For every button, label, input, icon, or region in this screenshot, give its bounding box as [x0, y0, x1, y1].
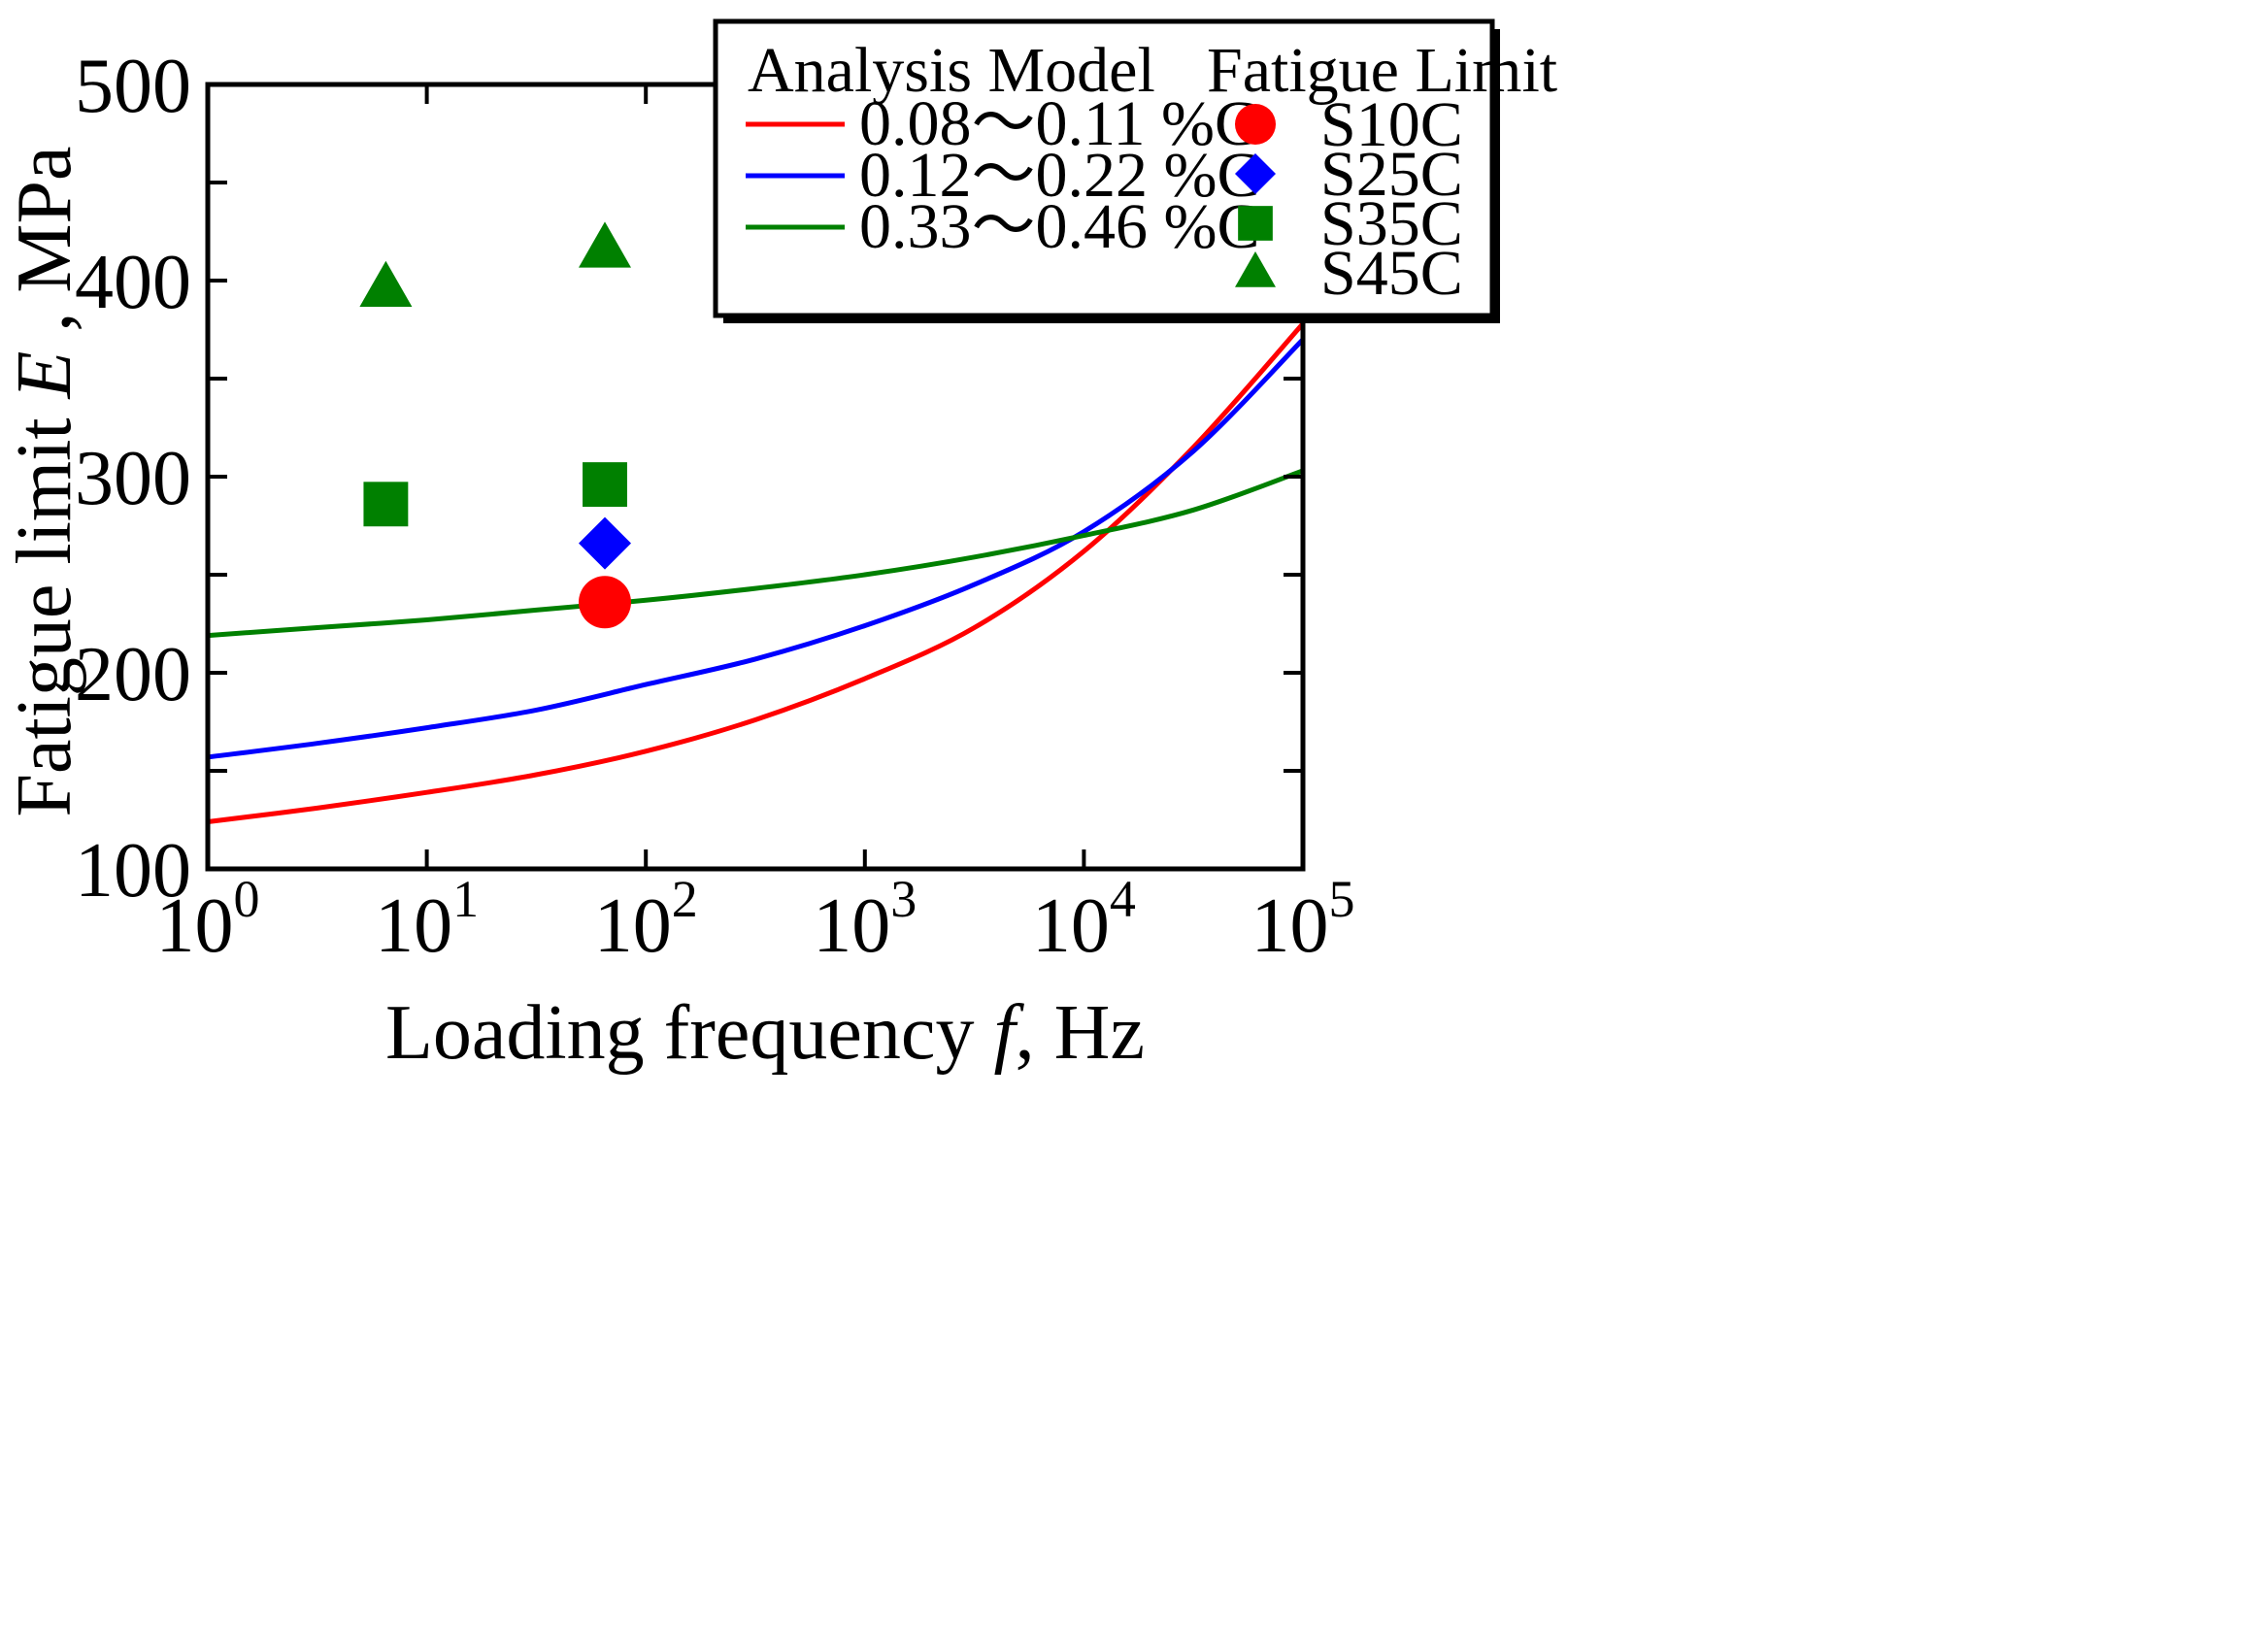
legend-line-label-1: 0.08〜0.11 %C — [859, 88, 1257, 159]
curves-layer — [207, 321, 1305, 824]
x-tick-labels: 100 101 102 103 104 105 — [156, 870, 1355, 969]
y-axis-title: Fatigue limit E , MPa — [2, 146, 87, 816]
x-tick-label-5: 105 — [1251, 870, 1355, 969]
x-tick-base-3: 10 — [813, 883, 890, 969]
y-tick-label-0: 100 — [75, 828, 191, 914]
y-axis-title-text: Fatigue limit — [2, 417, 87, 816]
x-axis-title: Loading frequency f, Hz — [385, 990, 1145, 1076]
point-s45c-1 — [359, 260, 413, 307]
x-tick-base-2: 10 — [594, 883, 672, 969]
series-line-3 — [207, 468, 1304, 639]
y-tick-labels: 100 200 300 400 500 — [75, 44, 191, 914]
x-tick-base-4: 10 — [1032, 883, 1110, 969]
point-s10c-1 — [578, 576, 631, 629]
y-tick-label-4: 500 — [75, 44, 191, 129]
x-tick-exponent-3: 3 — [890, 870, 917, 928]
x-axis-title-unit: , Hz — [1016, 990, 1145, 1076]
series-line-1 — [207, 321, 1305, 824]
legend-marker-label-s25c: S25C — [1320, 139, 1463, 210]
legend-marker-s45c — [1235, 250, 1276, 287]
y-axis-title-unit: , MPa — [2, 146, 87, 350]
x-tick-label-1: 101 — [375, 870, 479, 969]
x-tick-label-4: 104 — [1032, 870, 1136, 969]
legend-line-label-3: 0.33〜0.46 %C — [859, 191, 1260, 262]
x-tick-label-0: 100 — [156, 870, 260, 969]
legend-model-title: Analysis Model — [748, 35, 1155, 106]
x-tick-exponent-2: 2 — [672, 870, 698, 928]
x-axis-title-text: Loading frequency — [385, 990, 974, 1076]
legend-marker-label-s45c: S45C — [1320, 238, 1463, 309]
x-tick-exponent-5: 5 — [1329, 870, 1355, 928]
series-line-2 — [207, 337, 1305, 760]
points-layer — [359, 221, 631, 629]
x-tick-exponent-1: 1 — [452, 870, 479, 928]
legend-marker-s10c — [1235, 104, 1276, 145]
x-tick-base-0: 10 — [156, 883, 234, 969]
point-s35c-2 — [583, 462, 627, 508]
x-tick-exponent-4: 4 — [1110, 870, 1136, 928]
legend-marker-label-s35c: S35C — [1320, 188, 1463, 259]
y-tick-label-1: 200 — [75, 632, 191, 717]
legend-line-label-2: 0.12〜0.22 %C — [859, 140, 1260, 211]
legend-marker-s35c — [1238, 206, 1273, 241]
legend-marker-s25c — [1235, 153, 1276, 194]
x-tick-exponent-0: 0 — [234, 870, 260, 928]
x-tick-base-5: 10 — [1251, 883, 1329, 969]
y-tick-label-3: 400 — [75, 240, 191, 325]
legend-points-title: Fatigue Limit — [1207, 35, 1557, 106]
legend-line-entries: 0.08〜0.11 %C0.12〜0.22 %C0.33〜0.46 %C — [746, 88, 1260, 262]
x-tick-label-3: 103 — [813, 870, 917, 969]
y-tick-label-2: 300 — [75, 436, 191, 521]
x-tick-label-2: 102 — [594, 870, 698, 969]
point-s35c-1 — [363, 482, 409, 527]
legend-box — [713, 18, 1495, 318]
point-s45c-2 — [578, 221, 631, 268]
point-s25c-1 — [578, 516, 631, 570]
legend-marker-label-s10c: S10C — [1320, 89, 1463, 160]
legend: Analysis Model Fatigue Limit 0.08〜0.11 %… — [713, 18, 1557, 323]
x-tick-base-1: 10 — [375, 883, 452, 969]
y-axis-title-var: E — [2, 351, 87, 400]
